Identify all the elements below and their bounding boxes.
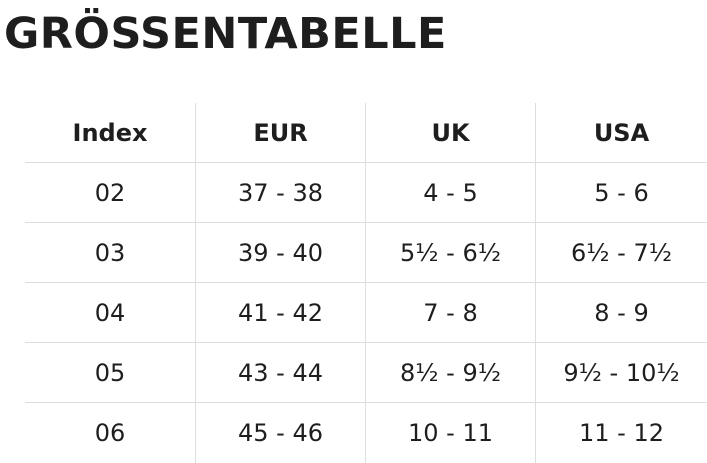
table-cell: 03 [94, 238, 126, 267]
column-header: UK [365, 103, 535, 162]
table-cell: 06 [94, 419, 126, 447]
table-cell: 10 - 11 [365, 403, 535, 463]
table-cell: 45 - 46 [195, 403, 365, 463]
table-cell: 8½ - 9½ [365, 343, 535, 402]
table-cell: 7 - 8 [365, 283, 535, 342]
table-cell: 9½ - 10½ [535, 343, 707, 402]
table-cell: 43 - 44 [195, 343, 365, 402]
column-header: Index [72, 118, 148, 147]
table-cell: 39 - 40 [195, 223, 365, 282]
table-cell: 5 - 6 [535, 163, 707, 222]
column-header: EUR [195, 103, 365, 162]
table-row: 03 39 - 40 5½ - 6½ 6½ - 7½ [25, 223, 707, 283]
table-cell: 11 - 12 [535, 403, 707, 463]
column-header: USA [535, 103, 707, 162]
table-row: 05 43 - 44 8½ - 9½ 9½ - 10½ [25, 343, 707, 403]
table-cell: 6½ - 7½ [535, 223, 707, 282]
header-row: Index EUR UK USA [25, 103, 707, 163]
table-cell: 8 - 9 [535, 283, 707, 342]
table-row: 06 45 - 46 10 - 11 11 - 12 [25, 403, 707, 463]
table-cell: 4 - 5 [365, 163, 535, 222]
title: GRÖSSENTABELLE [4, 9, 447, 59]
table-cell: 02 [94, 178, 126, 207]
table-cell: 05 [94, 358, 126, 387]
table-cell: 41 - 42 [195, 283, 365, 342]
table-cell: 5½ - 6½ [365, 223, 535, 282]
table-cell: 37 - 38 [195, 163, 365, 222]
table-cell: 04 [94, 298, 126, 327]
